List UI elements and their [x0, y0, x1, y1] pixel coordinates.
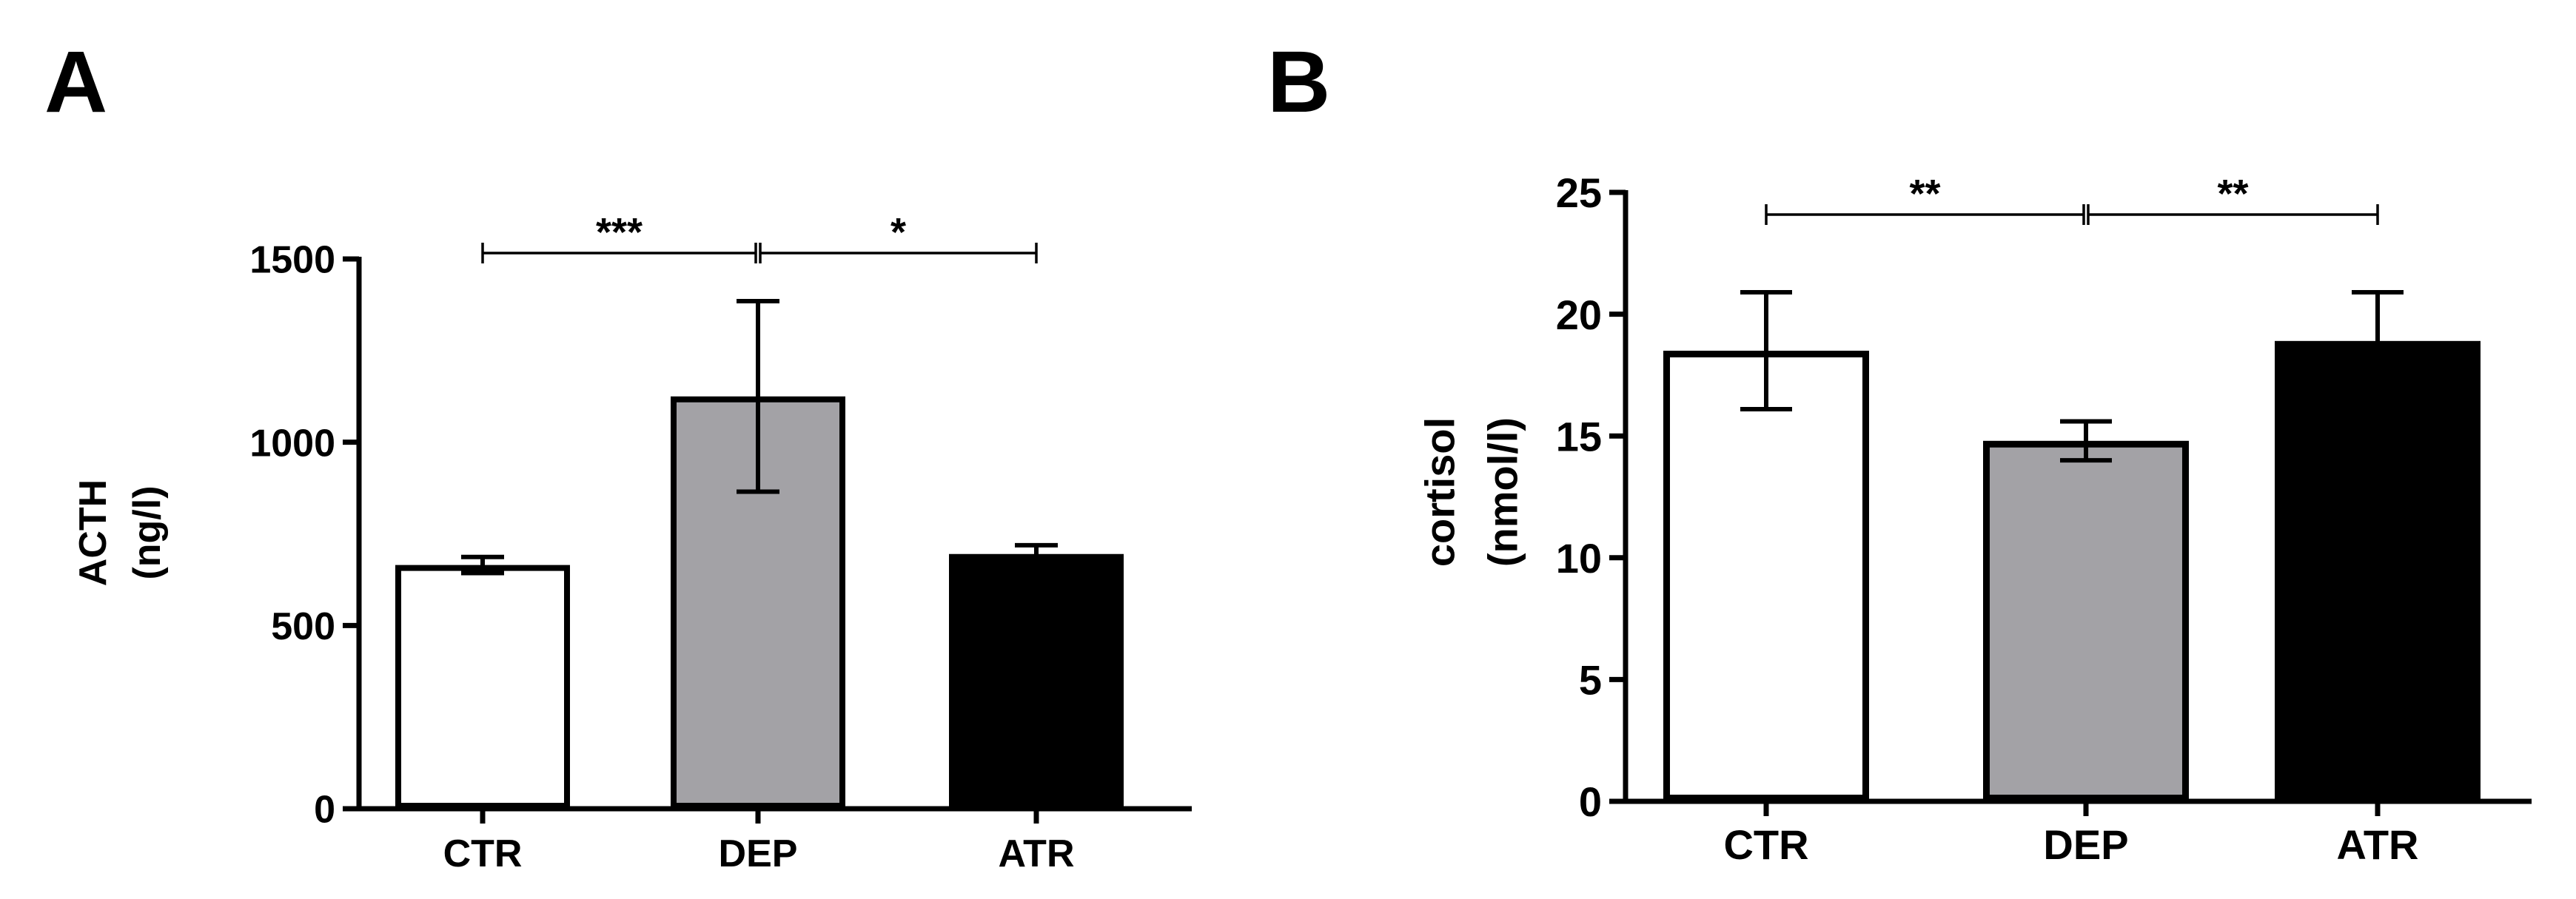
x-tick-label-ctr: CTR [443, 832, 523, 875]
significance-bracket: ** [2087, 172, 2379, 225]
panel-b-letter: B [1267, 33, 1331, 131]
panel-a-letter: A [44, 33, 108, 131]
error-bar-ctr [461, 554, 504, 576]
error-bar-dep [737, 298, 779, 494]
significance-label: ** [1909, 172, 1940, 216]
y-tick-label: 20 [1556, 292, 1602, 338]
y-tick-label: 5 [1579, 657, 1602, 704]
y-axis-unit-label: (nmol/l) [1480, 417, 1526, 567]
x-tick-label-ctr: CTR [1723, 821, 1808, 868]
significance-bracket: * [759, 210, 1038, 263]
y-tick-label: 0 [314, 789, 335, 832]
bar-atr [949, 553, 1124, 809]
y-tick-label: 15 [1556, 413, 1602, 459]
significance-bracket: *** [481, 210, 757, 263]
bar-dep [1983, 440, 2189, 801]
y-tick-label: 500 [271, 605, 335, 648]
significance-label: ** [2217, 172, 2248, 216]
bar-ctr [1663, 350, 1869, 802]
y-tick-label: 1000 [249, 422, 335, 465]
error-bar-ctr [1740, 289, 1792, 411]
y-axis-label: cortisol [1417, 417, 1463, 567]
error-bar-atr [2352, 289, 2404, 392]
y-tick-label: 0 [1579, 778, 1602, 825]
y-axis-unit-label: (ng/l) [126, 485, 169, 579]
error-bar-dep [2060, 419, 2112, 463]
y-tick-label: 1500 [249, 239, 335, 282]
y-tick-label: 25 [1556, 169, 1602, 216]
x-tick-label-atr: ATR [998, 832, 1074, 875]
x-tick-label-dep: DEP [2043, 821, 2128, 868]
cortisol-chart: 0 5 10 15 20 25 CTR DEP ATR cortisol (nmol/l) ** ** [1417, 169, 2532, 868]
bar-ctr [395, 565, 570, 809]
error-bar-atr [1015, 542, 1058, 565]
significance-bracket: ** [1765, 172, 2085, 225]
x-tick-label-dep: DEP [719, 832, 798, 875]
bar-atr [2275, 340, 2481, 801]
y-tick-label: 10 [1556, 535, 1602, 582]
significance-label: *** [596, 210, 643, 255]
x-tick-label-atr: ATR [2337, 821, 2419, 868]
significance-label: * [890, 210, 906, 255]
y-axis-label: ACTH [72, 479, 115, 586]
